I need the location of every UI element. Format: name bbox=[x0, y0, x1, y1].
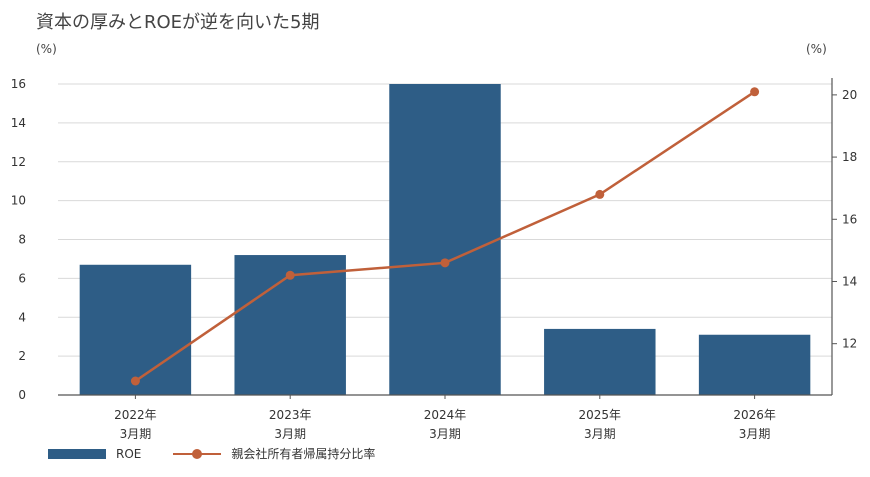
right-tick-label: 14 bbox=[842, 274, 857, 288]
left-tick-label: 6 bbox=[18, 271, 26, 285]
x-tick-label: 2025年 3月期 bbox=[579, 408, 622, 441]
x-tick-label-line: 3月期 bbox=[429, 427, 461, 441]
left-axis-unit: (%) bbox=[36, 42, 57, 56]
right-axis-unit: (%) bbox=[806, 42, 827, 56]
x-tick-label: 2022年 3月期 bbox=[114, 408, 157, 441]
x-tick-label-line: 3月期 bbox=[120, 427, 152, 441]
x-tick-label-line: 2023年 bbox=[269, 408, 312, 422]
legend-label-roe: ROE bbox=[116, 446, 142, 461]
left-tick-label: 16 bbox=[11, 77, 26, 91]
bar-roe bbox=[698, 334, 811, 395]
right-tick-label: 18 bbox=[842, 150, 857, 164]
left-tick-label: 8 bbox=[18, 233, 26, 247]
x-tick-label: 2026年 3月期 bbox=[733, 408, 776, 441]
bar-roe bbox=[79, 264, 192, 395]
bar-roe bbox=[389, 84, 501, 395]
axes bbox=[58, 78, 837, 399]
legend-swatch-bar bbox=[48, 448, 106, 459]
right-tick-label: 20 bbox=[842, 88, 857, 102]
point-equity-ratio bbox=[750, 87, 760, 97]
chart-title: 資本の厚みとROEが逆を向いた5期 bbox=[36, 12, 320, 33]
left-tick-label: 4 bbox=[18, 310, 26, 324]
x-tick-label: 2023年 3月期 bbox=[269, 408, 312, 441]
x-tick-label: 2024年 3月期 bbox=[424, 408, 467, 441]
left-tick-label: 14 bbox=[11, 116, 26, 130]
point-equity-ratio bbox=[285, 270, 295, 280]
legend-item-roe: ROE bbox=[48, 447, 141, 461]
point-equity-ratio bbox=[440, 258, 450, 268]
point-equity-ratio bbox=[595, 189, 605, 199]
bar-series bbox=[79, 84, 811, 395]
x-tick-label-line: 3月期 bbox=[274, 427, 306, 441]
x-tick-label-line: 2026年 bbox=[733, 408, 776, 422]
x-tick-label-line: 3月期 bbox=[584, 427, 616, 441]
x-tick-label-line: 2024年 bbox=[424, 408, 467, 422]
point-equity-ratio bbox=[130, 376, 140, 386]
x-tick-label-line: 3月期 bbox=[739, 427, 771, 441]
left-tick-label: 0 bbox=[18, 388, 26, 402]
legend: ROE 親会社所有者帰属持分比率 bbox=[48, 445, 397, 462]
left-tick-label: 12 bbox=[11, 155, 26, 169]
right-tick-label: 12 bbox=[842, 337, 857, 351]
line-series bbox=[130, 87, 760, 386]
x-tick-label-line: 2022年 bbox=[114, 408, 157, 422]
left-tick-label: 2 bbox=[18, 349, 26, 363]
right-tick-label: 16 bbox=[842, 212, 857, 226]
bar-roe bbox=[544, 328, 656, 395]
left-tick-label: 10 bbox=[11, 194, 26, 208]
legend-label-equity-ratio: 親会社所有者帰属持分比率 bbox=[231, 447, 376, 461]
x-tick-label-line: 2025年 bbox=[579, 408, 622, 422]
legend-item-equity-ratio: 親会社所有者帰属持分比率 bbox=[173, 445, 375, 462]
legend-swatch-line bbox=[173, 448, 222, 460]
